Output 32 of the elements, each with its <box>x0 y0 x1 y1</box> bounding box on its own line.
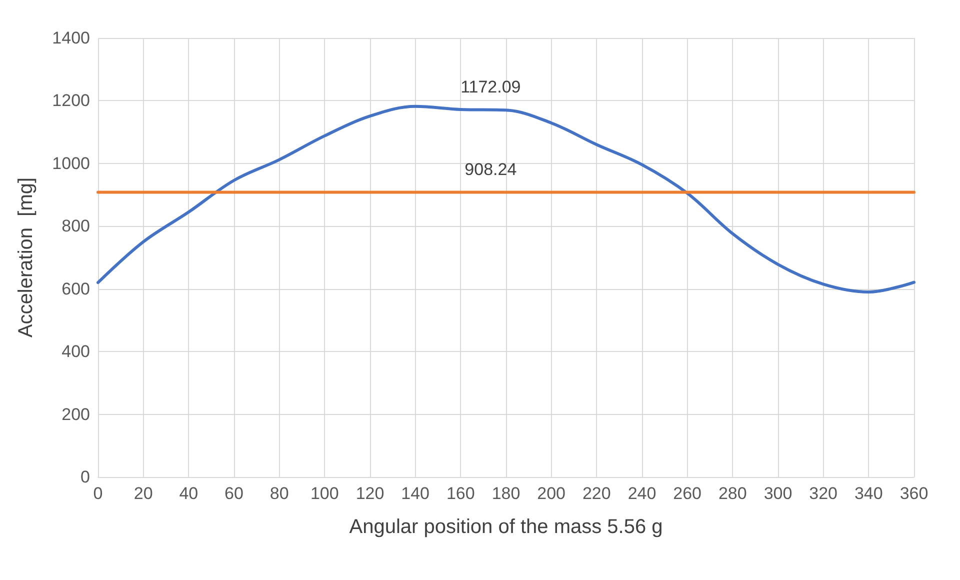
x-tick-label: 200 <box>537 484 566 503</box>
x-tick-label: 240 <box>628 484 656 503</box>
x-tick-label: 0 <box>93 484 103 503</box>
x-tick-label: 260 <box>673 484 702 503</box>
x-tick-label: 300 <box>764 484 792 503</box>
y-tick-label: 400 <box>62 342 90 362</box>
x-tick-label: 360 <box>900 484 928 503</box>
x-tick-label: 180 <box>492 484 520 503</box>
x-tick-label: 20 <box>134 484 153 503</box>
x-tick-label: 220 <box>582 484 611 503</box>
data-label: 1172.09 <box>460 77 521 96</box>
line-series <box>96 104 916 294</box>
data-label: 908.24 <box>464 160 517 180</box>
y-tick-label: 1000 <box>52 154 90 173</box>
x-axis-title: Angular position of the mass 5.56 g <box>349 516 663 538</box>
x-tick-label: 60 <box>224 484 244 503</box>
x-tick-label: 280 <box>718 484 747 503</box>
y-tick-label: 0 <box>80 468 90 486</box>
x-tick-label: 320 <box>809 484 838 503</box>
y-tick-label: 600 <box>62 279 90 298</box>
x-tick-label: 40 <box>179 484 198 503</box>
x-tick-label: 140 <box>401 484 430 503</box>
x-tick-label: 160 <box>446 484 475 503</box>
y-tick-label: 1200 <box>52 91 90 110</box>
y-axis-title: Acceleration [mg] <box>15 177 37 338</box>
y-tick-label: 1400 <box>52 28 90 48</box>
x-tick-label: 120 <box>356 484 384 503</box>
x-tick-label: 80 <box>270 484 289 503</box>
x-tick-label: 340 <box>854 484 883 503</box>
y-tick-label: 800 <box>62 216 90 236</box>
x-tick-label: 100 <box>310 484 339 503</box>
y-tick-label: 200 <box>62 404 90 424</box>
